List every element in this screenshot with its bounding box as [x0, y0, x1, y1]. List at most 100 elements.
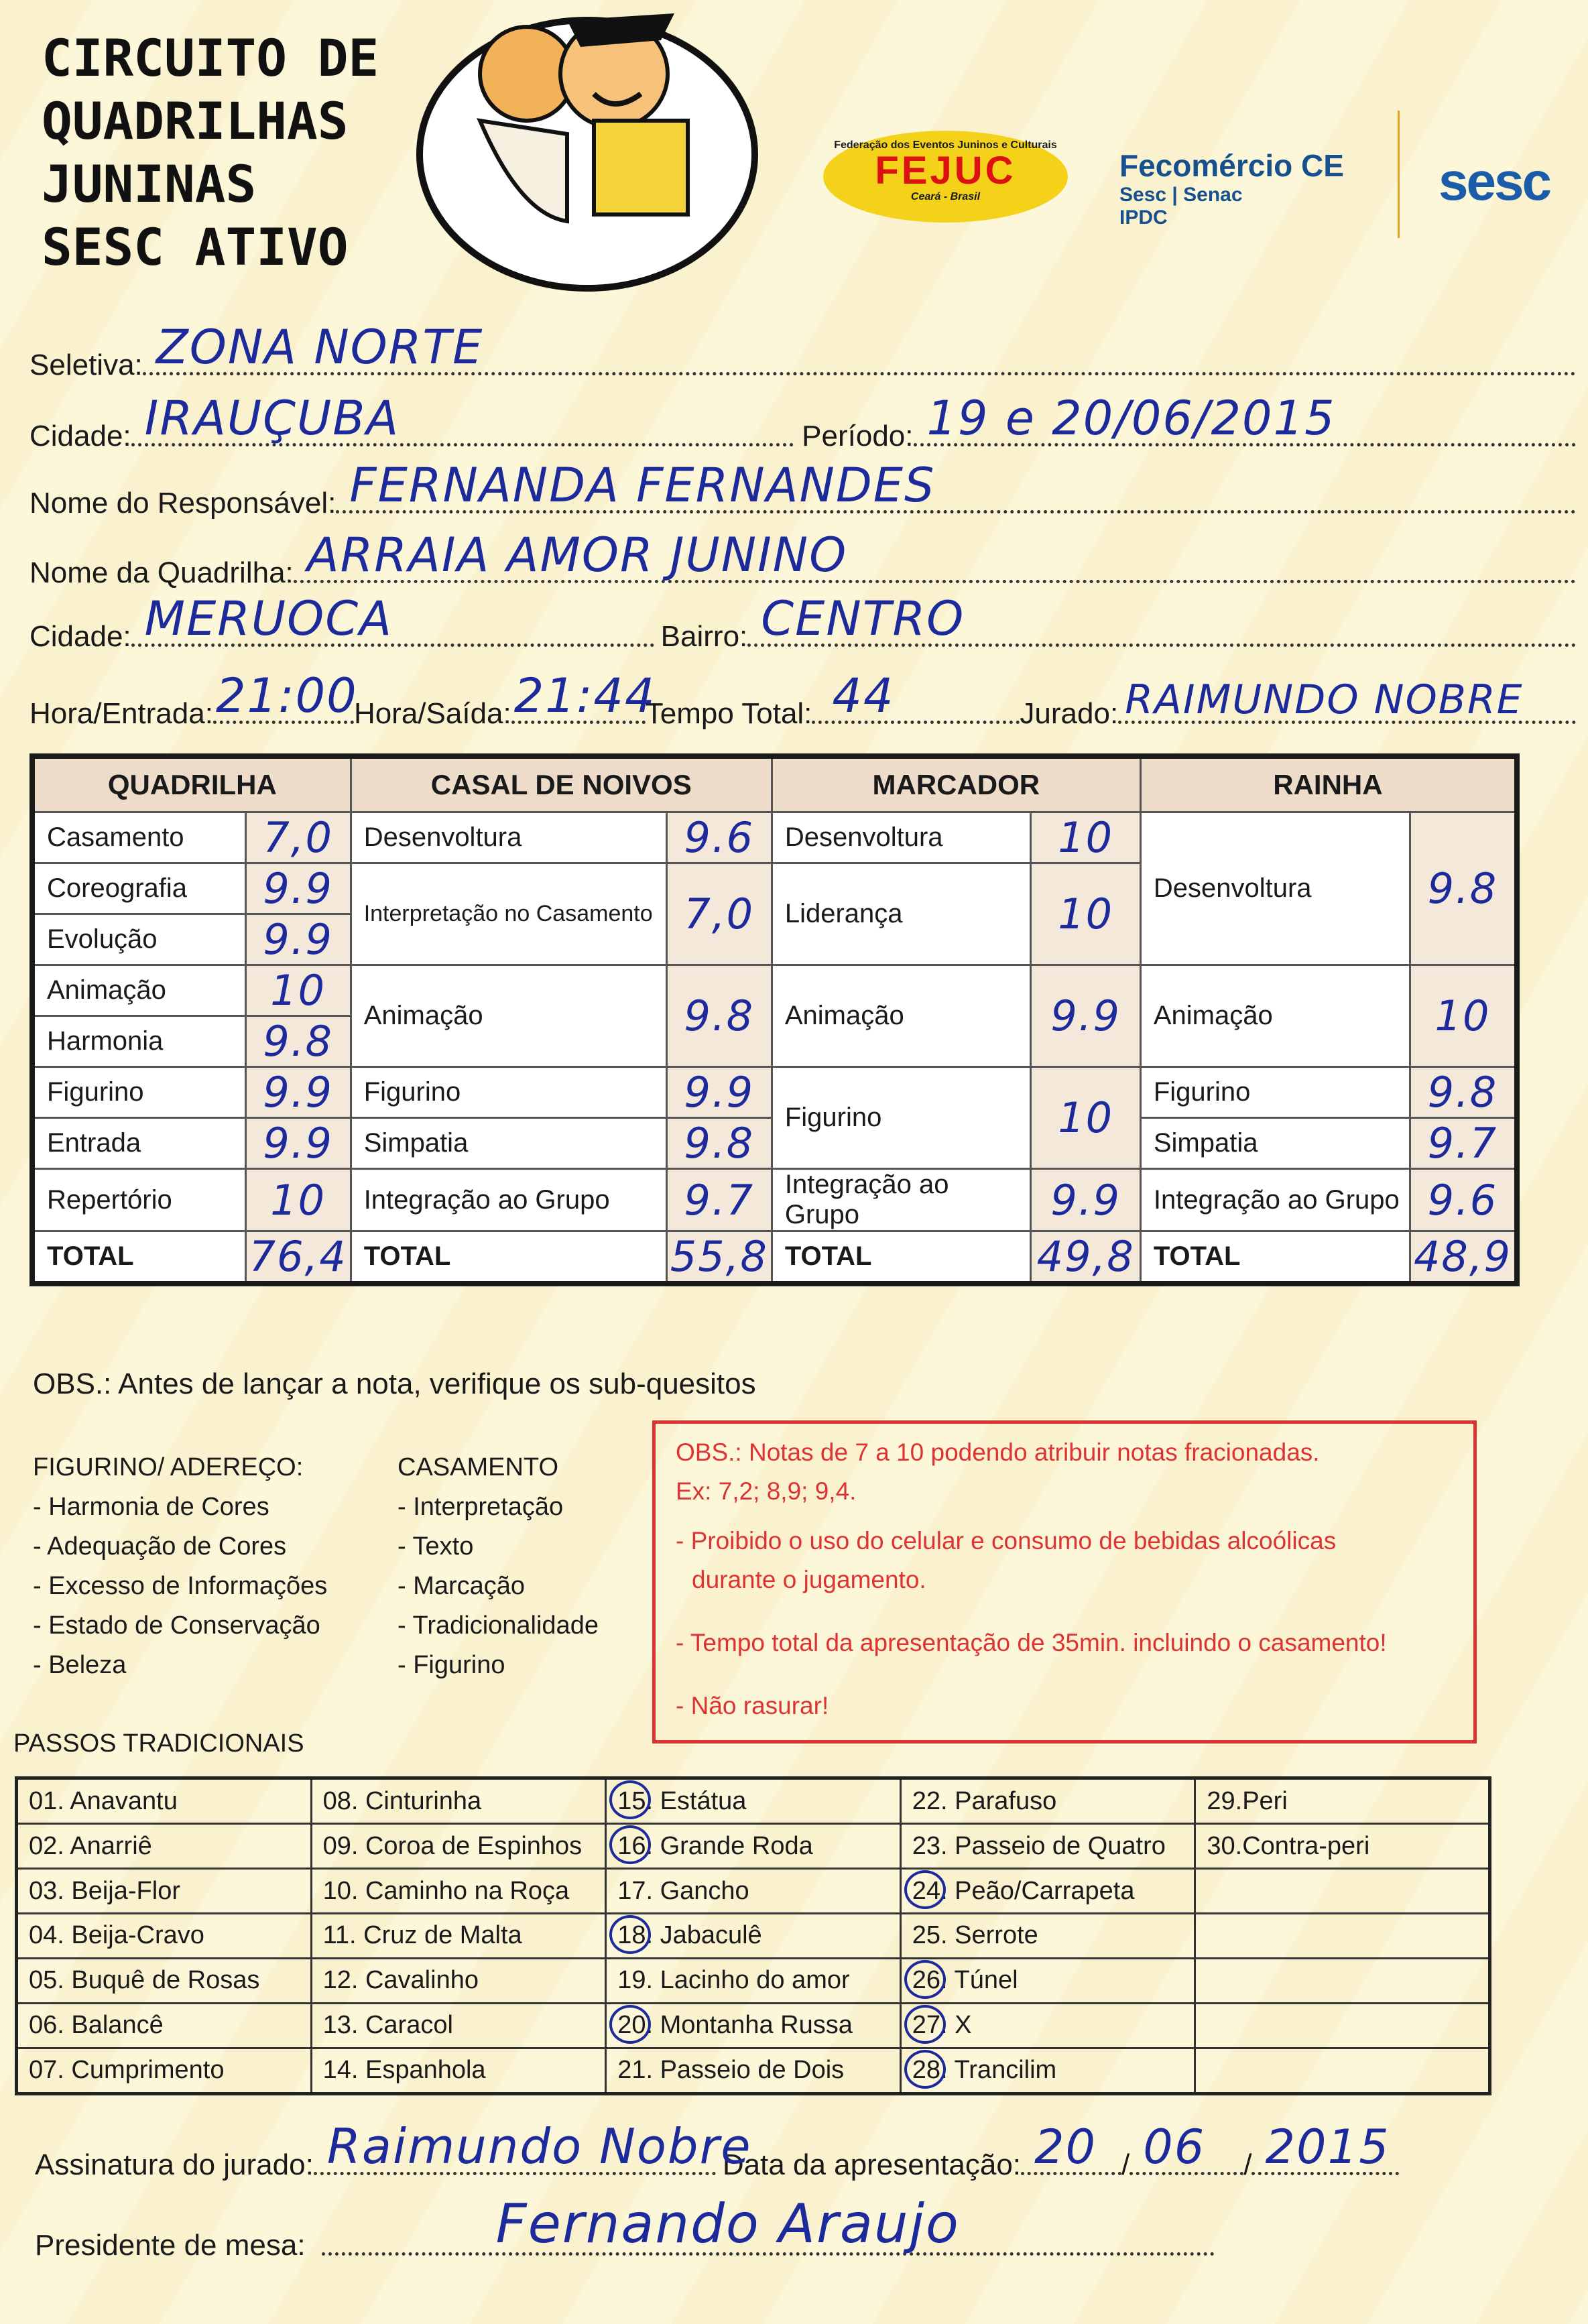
signature-label: Assinatura do jurado:	[35, 2148, 314, 2181]
rule-text: - Tempo total da apresentação de 35min. …	[676, 1629, 1387, 1656]
score-cell[interactable]: 9.7	[1408, 1117, 1518, 1170]
score-cell[interactable]: 9.9	[1030, 1168, 1142, 1232]
rule-text: - Proibido o uso do celular e consumo de…	[676, 1527, 1337, 1554]
score-cell[interactable]: 9.8	[244, 1015, 352, 1068]
title-line: SESC ATIVO	[42, 217, 349, 277]
passo-label: 11. Cruz de Malta	[322, 1921, 522, 1950]
passo-label: 09. Coroa de Espinhos	[322, 1831, 583, 1860]
date-month-line[interactable]: 06	[1129, 2120, 1244, 2175]
score-cell[interactable]: 9.8	[665, 1117, 773, 1170]
field-label: Cidade:	[29, 620, 131, 653]
criterion-label: Entrada	[31, 1117, 247, 1170]
score-cell[interactable]: 10	[1030, 862, 1142, 966]
event-title: CIRCUITO DE QUADRILHAS JUNINAS SESC ATIV…	[42, 27, 379, 279]
score-cell[interactable]: 9.6	[665, 811, 773, 864]
passo-row: 01. Anavantu 08. Cinturinha 15. Estátua 22.…	[15, 1776, 1491, 1825]
score-cell[interactable]: 9.9	[244, 1117, 352, 1170]
criterion-label: Desenvoltura	[1139, 811, 1411, 966]
field-label: Hora/Entrada:	[29, 697, 213, 730]
passo-cell: 10. Caminho na Roça	[310, 1868, 607, 1915]
signature-line[interactable]: Raimundo Nobre	[313, 2118, 751, 2175]
logo-text: Sesc | Senac	[1119, 184, 1243, 206]
subquesito-item: - Estado de Conservação	[33, 1611, 320, 1640]
score-cell[interactable]: 9.7	[665, 1168, 773, 1232]
rules-box: OBS.: Notas de 7 a 10 podendo atribuir n…	[652, 1420, 1477, 1744]
logo-text: Federação dos Eventos Juninos e Culturai…	[834, 139, 1057, 151]
field-line[interactable]: FERNANDA FERNANDES	[336, 458, 1576, 513]
passo-label: 24. Peão/Carrapeta	[912, 1876, 1135, 1905]
subquesito-item: - Texto	[398, 1532, 474, 1561]
score-cell[interactable]: 10	[1030, 1066, 1142, 1170]
date-year: 2015	[1265, 2120, 1390, 2175]
field-seletiva: Seletiva: ZONA NORTE	[29, 320, 1576, 382]
score-cell[interactable]: 9.8	[1408, 1066, 1518, 1119]
field-line[interactable]: 21:44	[511, 668, 654, 724]
passo-cell	[1194, 1957, 1491, 2004]
total-casal[interactable]: 55,8	[665, 1230, 773, 1285]
field-line[interactable]: IRAUÇUBA	[131, 391, 794, 446]
passo-label: 18. Jabaculê	[617, 1921, 762, 1950]
score-cell[interactable]: 10	[1030, 811, 1142, 864]
score-cell[interactable]: 9.9	[665, 1066, 773, 1119]
score-cell[interactable]: 9.8	[1408, 811, 1518, 966]
passo-label: 05. Buquê de Rosas	[29, 1966, 260, 1995]
signature-presidente-row: Presidente de mesa: Fernando Araujo	[35, 2193, 1215, 2262]
rule-text: OBS.: Notas de 7 a 10 podendo atribuir n…	[676, 1439, 1320, 1466]
date-year-line[interactable]: 2015	[1251, 2120, 1400, 2175]
passo-label: 13. Caracol	[322, 2011, 453, 2040]
fejuc-logo: Federação dos Eventos Juninos e Culturai…	[823, 131, 1068, 223]
score-cell[interactable]: 9.9	[1030, 964, 1142, 1068]
signature-label: Presidente de mesa:	[35, 2229, 306, 2262]
score-cell[interactable]: 7,0	[665, 862, 773, 966]
score-cell[interactable]: 7,0	[244, 811, 352, 864]
field-horarios-jurado: Hora/Entrada: 21:00 Hora/Saída: 21:44 Te…	[29, 668, 1576, 731]
score-cell[interactable]: 9.6	[1408, 1168, 1518, 1232]
score-cell[interactable]: 10	[244, 964, 352, 1017]
field-line[interactable]: ARRAIA AMOR JUNINO	[293, 528, 1576, 583]
total-label: TOTAL	[770, 1230, 1032, 1285]
passo-cell: 27. X	[899, 2002, 1197, 2049]
passo-row: 05. Buquê de Rosas 12. Cavalinho 19. Lacin…	[15, 1957, 1491, 2004]
field-value: IRAUÇUBA	[144, 391, 400, 446]
total-quadrilha[interactable]: 76,4	[244, 1230, 352, 1285]
field-line[interactable]: 21:00	[212, 668, 357, 724]
signature-value: Raimundo Nobre	[326, 2118, 752, 2175]
total-rainha[interactable]: 48,9	[1408, 1230, 1518, 1285]
passo-cell: 26. Túnel	[899, 1957, 1197, 2004]
logo-text: Ceará - Brasil	[910, 191, 981, 202]
score-cell[interactable]: 10	[244, 1168, 352, 1232]
passo-cell: 21. Passeio de Dois	[605, 2046, 902, 2095]
score-cell[interactable]: 9.8	[665, 964, 773, 1068]
passo-cell: 05. Buquê de Rosas	[15, 1957, 312, 2004]
criterion-label: Desenvoltura	[349, 811, 668, 864]
field-line[interactable]: 44	[812, 668, 1020, 724]
field-line[interactable]: RAIMUNDO NOBRE	[1118, 676, 1576, 724]
date-label: Data da apresentação:	[722, 2148, 1022, 2181]
score-cell[interactable]: 9.9	[244, 862, 352, 915]
field-value: 19 e 20/06/2015	[926, 391, 1336, 446]
passo-label: 15. Estátua	[617, 1786, 747, 1815]
field-line[interactable]: ZONA NORTE	[142, 320, 1576, 375]
signature-line[interactable]: Fernando Araujo	[321, 2193, 1215, 2256]
signature-value: Fernando Araujo	[495, 2193, 960, 2255]
score-cell[interactable]: 9.9	[244, 1066, 352, 1119]
passo-label: 25. Serrote	[912, 1921, 1038, 1950]
field-responsavel: Nome do Responsável: FERNANDA FERNANDES	[29, 458, 1576, 520]
score-cell[interactable]: 9.9	[244, 913, 352, 966]
criterion-label: Figurino	[349, 1066, 668, 1119]
date-day-line[interactable]: 20	[1021, 2120, 1122, 2175]
field-line[interactable]: MERUOCA	[131, 591, 654, 647]
rule-text: Ex: 7,2; 8,9; 9,4.	[676, 1477, 857, 1505]
subquesitos-casamento: CASAMENTO - Interpretação - Texto - Marc…	[398, 1448, 599, 1685]
passo-label: 30.Contra-peri	[1207, 1831, 1370, 1860]
field-line[interactable]: 19 e 20/06/2015	[913, 391, 1577, 446]
passo-label: 10. Caminho na Roça	[322, 1876, 570, 1905]
field-line[interactable]: CENTRO	[747, 591, 1576, 647]
passo-row: 03. Beija-Flor 10. Caminho na Roça 17. Gan…	[15, 1868, 1491, 1915]
passo-cell	[1194, 2002, 1491, 2049]
total-label: TOTAL	[1139, 1230, 1411, 1285]
passo-label: 14. Espanhola	[322, 2056, 486, 2085]
passo-cell	[1194, 2046, 1491, 2095]
score-cell[interactable]: 10	[1408, 964, 1518, 1068]
total-marcador[interactable]: 49,8	[1030, 1230, 1142, 1285]
